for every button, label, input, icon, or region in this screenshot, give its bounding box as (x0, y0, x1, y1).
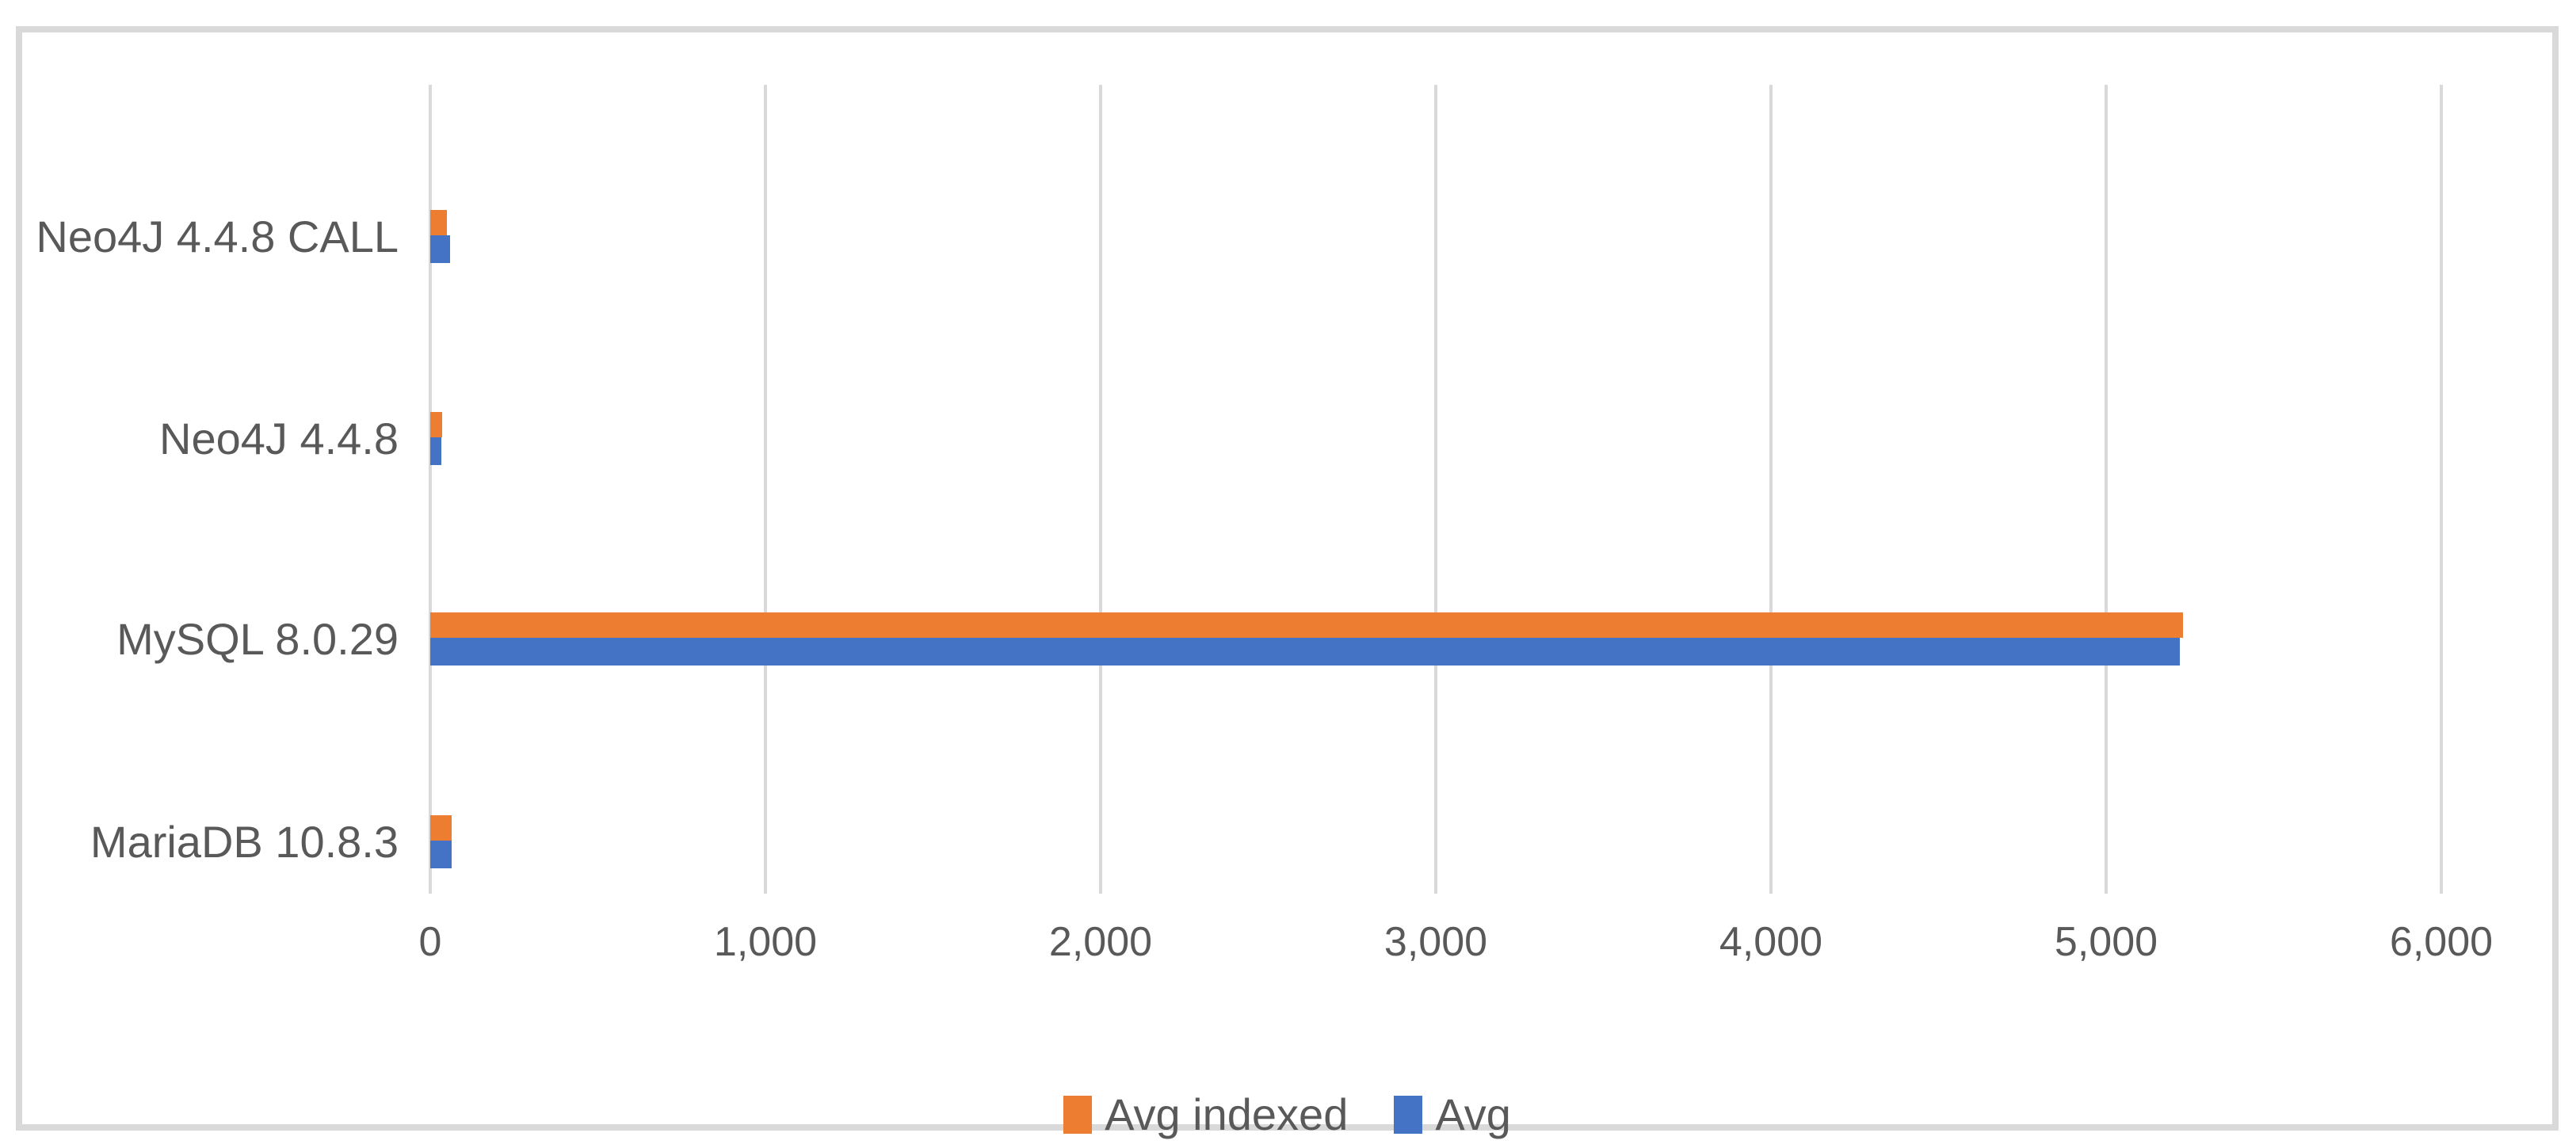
bar-avg (430, 437, 441, 465)
y-axis-category-label: MySQL 8.0.29 (116, 614, 399, 664)
bar-avg-indexed (430, 412, 442, 437)
x-axis-tick-label: 1,000 (713, 919, 818, 965)
legend: Avg indexed Avg (22, 1093, 2552, 1137)
x-axis-tick-label: 0 (418, 919, 442, 965)
gridline (429, 85, 432, 894)
legend-swatch-icon (1394, 1096, 1423, 1134)
gridline (2105, 85, 2108, 894)
chart-frame: 0 1,000 2,000 3,000 4,000 5,000 6,000 Neo4J 4.4… (16, 26, 2559, 1137)
x-axis-tick-label: 4,000 (1719, 919, 1823, 965)
gridline (1769, 85, 1773, 894)
bar-avg (430, 638, 2180, 666)
bar-avg (430, 235, 450, 263)
bar-avg (430, 841, 452, 868)
x-axis-tick-label: 6,000 (2389, 919, 2494, 965)
gridline (1434, 85, 1437, 894)
legend-label: Avg (1435, 1089, 1511, 1139)
bar-avg-indexed (430, 210, 447, 235)
legend-swatch-icon (1063, 1096, 1093, 1134)
legend-item-avg: Avg (1394, 1089, 1511, 1139)
legend-item-avg-indexed: Avg indexed (1063, 1093, 1348, 1137)
y-axis-category-label: MariaDB 10.8.3 (90, 817, 399, 867)
y-axis-category-label: Neo4J 4.4.8 (159, 414, 399, 463)
x-axis-tick-label: 3,000 (1383, 919, 1488, 965)
gridline (2440, 85, 2443, 894)
y-axis-category-label: Neo4J 4.4.8 CALL (36, 212, 399, 261)
bar-avg-indexed (430, 612, 2183, 638)
x-axis-tick-label: 2,000 (1048, 919, 1153, 965)
bar-avg-indexed (430, 815, 452, 841)
legend-label: Avg indexed (1105, 1089, 1349, 1139)
x-axis-tick-label: 5,000 (2054, 919, 2158, 965)
gridline (1099, 85, 1102, 894)
gridline (764, 85, 767, 894)
